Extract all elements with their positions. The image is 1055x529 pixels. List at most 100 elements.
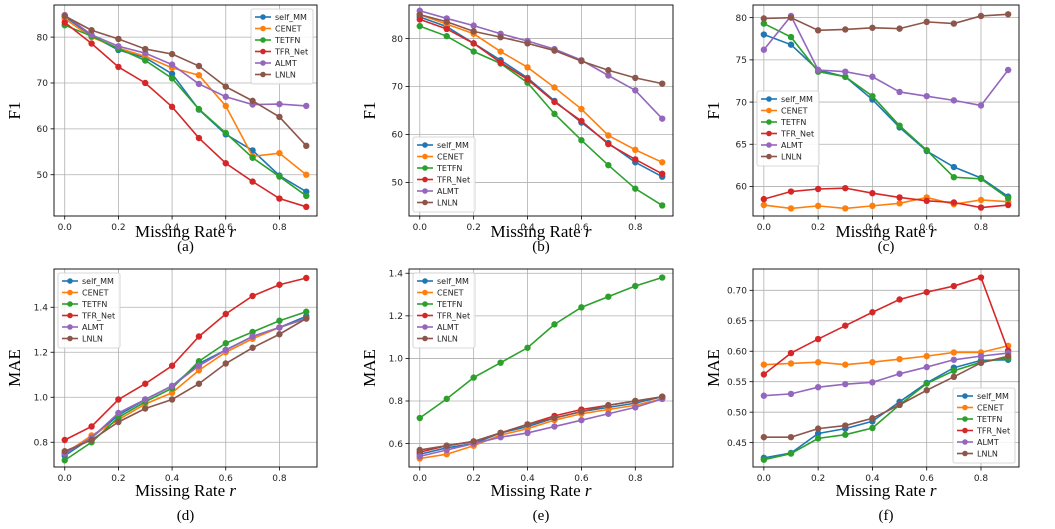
data-point-cenet xyxy=(869,202,876,210)
series-line-lnln xyxy=(419,395,663,451)
x-axis-variable: r xyxy=(229,481,236,500)
chart-panel-f: 0.0 0.2 0.4 0.6 0.8 0.45 0.50 0.55 0.60 0.65 0.70 M… xyxy=(704,268,1020,524)
data-point-tfr_net xyxy=(814,335,822,343)
data-point-lnln xyxy=(869,415,876,422)
data-point-self_mm xyxy=(787,41,795,48)
x-tick-label: 0.2 xyxy=(811,474,825,484)
y-tick-label: 60 xyxy=(37,125,49,135)
legend-swatch-marker xyxy=(962,439,968,445)
legend-entry-almt: ALMT xyxy=(437,323,459,332)
legend-entry-cenet: CENET xyxy=(977,403,1004,412)
legend-entry-almt: ALMT xyxy=(437,187,459,196)
series-line-lnln xyxy=(763,13,1009,32)
data-point-almt xyxy=(195,362,203,369)
data-point-cenet xyxy=(524,64,531,71)
data-point-lnln xyxy=(416,446,423,454)
plot-frame xyxy=(408,4,674,217)
data-point-almt xyxy=(605,410,612,417)
data-point-tetfn xyxy=(869,424,876,432)
data-point-cenet xyxy=(195,71,203,79)
data-point-lnln xyxy=(923,387,930,394)
data-point-lnln xyxy=(896,401,903,409)
series-line-tfr_net xyxy=(64,277,307,441)
series-line-almt xyxy=(763,14,1009,107)
series-line-cenet xyxy=(763,196,1009,210)
data-point-almt xyxy=(923,92,930,100)
data-point-lnln xyxy=(578,408,585,415)
series-line-almt xyxy=(763,352,1009,397)
y-tick-label: 80 xyxy=(37,33,49,43)
data-point-cenet xyxy=(578,105,585,113)
y-tick-label: 70 xyxy=(392,83,404,93)
data-point-almt xyxy=(470,22,477,29)
legend-swatch-marker xyxy=(260,48,266,55)
legend-swatch-marker xyxy=(422,278,428,284)
data-point-lnln xyxy=(524,421,531,428)
x-axis-label: Missing Rate r xyxy=(135,481,236,500)
data-point-lnln xyxy=(303,315,310,322)
x-tick-label: 0.0 xyxy=(58,474,73,484)
data-point-self_mm xyxy=(168,70,176,78)
data-point-lnln xyxy=(551,47,558,54)
y-tick-label: 65 xyxy=(736,140,747,150)
x-tick-label: 0.8 xyxy=(974,223,989,233)
data-point-tetfn xyxy=(605,293,612,300)
x-axis-label: Missing Rate r xyxy=(490,222,591,241)
x-axis-label: Missing Rate r xyxy=(135,222,236,241)
data-point-lnln xyxy=(470,438,477,445)
data-point-tfr_net xyxy=(977,274,985,281)
data-point-tfr_net xyxy=(632,156,639,163)
data-point-lnln xyxy=(303,142,310,150)
legend-entry-self_mm: self_MM xyxy=(437,277,469,286)
data-point-almt xyxy=(659,115,666,122)
data-point-tfr_net xyxy=(61,436,68,444)
legend-swatch-marker xyxy=(422,324,428,330)
data-point-lnln xyxy=(923,18,930,26)
legend-swatch-marker xyxy=(766,142,772,148)
data-point-tetfn xyxy=(61,457,68,464)
data-point-lnln xyxy=(61,448,68,455)
data-point-self_mm xyxy=(760,31,768,38)
series-line-self_mm xyxy=(763,33,1009,198)
data-point-tfr_net xyxy=(88,423,95,430)
data-point-lnln xyxy=(168,50,176,58)
data-point-lnln xyxy=(787,433,795,441)
x-tick-label: 0.4 xyxy=(520,223,535,233)
data-point-cenet xyxy=(787,360,795,367)
data-point-tfr_net xyxy=(249,178,256,185)
data-point-tetfn xyxy=(443,395,450,403)
y-axis-label: MAE xyxy=(5,349,24,387)
data-point-lnln xyxy=(814,27,822,34)
x-tick-label: 0.0 xyxy=(757,474,772,484)
legend: self_MM CENET TETFN TFR_Net ALMT LNLN xyxy=(412,136,476,213)
data-point-lnln xyxy=(443,18,450,25)
legend-entry-self_mm: self_MM xyxy=(82,277,114,286)
data-point-lnln xyxy=(470,28,477,35)
data-point-tetfn xyxy=(524,344,531,351)
series-line-cenet xyxy=(419,13,663,164)
data-point-lnln xyxy=(950,373,958,381)
legend-swatch-marker xyxy=(422,199,428,206)
x-tick-label: 0.4 xyxy=(165,474,180,484)
data-point-almt xyxy=(416,453,423,460)
x-tick-label: 0.8 xyxy=(272,474,287,484)
panel-caption: (b) xyxy=(532,239,550,255)
data-point-lnln xyxy=(276,331,283,338)
data-point-tfr_net xyxy=(222,310,229,318)
data-point-almt xyxy=(168,61,176,68)
legend-swatch-marker xyxy=(422,301,428,307)
data-point-almt xyxy=(1004,66,1012,74)
x-axis-variable: r xyxy=(585,222,592,241)
data-point-lnln xyxy=(222,83,229,90)
data-point-tfr_net xyxy=(222,160,229,167)
legend-entry-self_mm: self_MM xyxy=(977,392,1009,401)
data-point-tetfn xyxy=(222,129,229,137)
data-point-tfr_net xyxy=(760,371,768,378)
x-axis-label: Missing Rate r xyxy=(490,481,591,500)
data-point-tetfn xyxy=(950,173,958,181)
legend-entry-cenet: CENET xyxy=(437,288,464,297)
data-point-tetfn xyxy=(443,32,450,40)
series-line-lnln xyxy=(763,355,1009,438)
data-point-cenet xyxy=(605,132,612,139)
data-point-tfr_net xyxy=(923,288,930,296)
